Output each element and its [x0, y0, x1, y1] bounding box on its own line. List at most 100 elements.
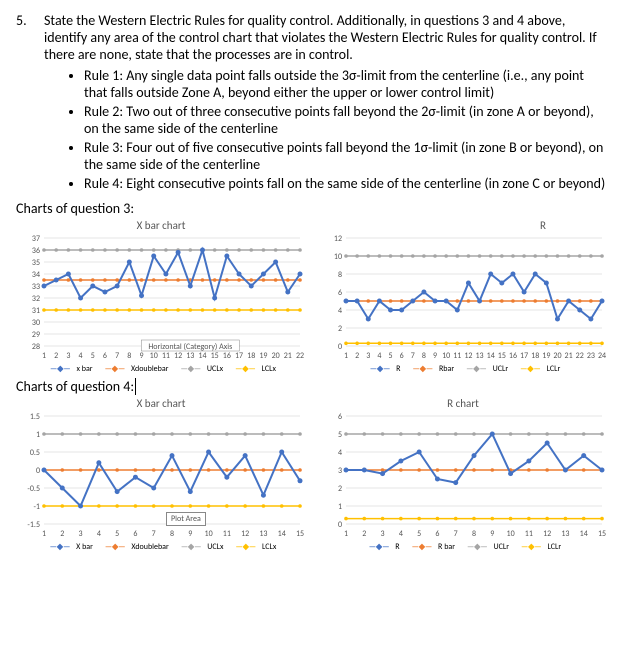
svg-text:6: 6 [338, 288, 342, 298]
svg-text:6: 6 [133, 529, 137, 539]
rules-list: Rule 1: Any single data point falls outs… [84, 67, 608, 192]
chart-title: R chart [318, 397, 608, 410]
rule-item: Rule 2: Two out of three consecutive poi… [84, 103, 608, 137]
svg-text:9: 9 [139, 351, 143, 361]
chart-legend: —◆— X bar—◆— Xdoublebar—◆— UCLx—◆— LCLx [16, 542, 306, 552]
svg-text:31: 31 [32, 306, 40, 316]
svg-text:10: 10 [507, 529, 515, 539]
q4-charts-row: X bar chart -1.5-1-0.500.511.51234567891… [16, 397, 608, 552]
question-block: 5. State the Western Electric Rules for … [16, 12, 608, 196]
svg-text:36: 36 [32, 246, 40, 256]
chart-title: X bar chart [16, 219, 306, 232]
svg-text:5: 5 [388, 351, 392, 361]
svg-text:1.5: 1.5 [30, 412, 40, 422]
svg-text:19: 19 [542, 351, 550, 361]
svg-text:9: 9 [188, 529, 192, 539]
svg-text:2: 2 [362, 529, 366, 539]
svg-text:24: 24 [598, 351, 606, 361]
svg-text:21: 21 [565, 351, 573, 361]
svg-text:30: 30 [32, 318, 40, 328]
svg-text:21: 21 [284, 351, 292, 361]
svg-text:10: 10 [205, 529, 213, 539]
svg-text:20: 20 [553, 351, 561, 361]
q4-xbar-chart: X bar chart -1.5-1-0.500.511.51234567891… [16, 397, 306, 552]
svg-text:2: 2 [60, 529, 64, 539]
chart-svg: -1.5-1-0.500.511.5123456789101112131415 [16, 412, 306, 542]
svg-text:15: 15 [296, 529, 304, 539]
svg-text:-0.5: -0.5 [27, 484, 40, 494]
svg-text:14: 14 [278, 529, 286, 539]
svg-text:6: 6 [338, 412, 342, 422]
svg-text:7: 7 [115, 351, 119, 361]
svg-text:9: 9 [490, 529, 494, 539]
svg-text:8: 8 [170, 529, 174, 539]
svg-text:13: 13 [476, 351, 484, 361]
chart-title: R [318, 219, 608, 232]
svg-text:0: 0 [36, 466, 40, 476]
svg-text:4: 4 [377, 351, 381, 361]
svg-text:33: 33 [32, 282, 40, 292]
svg-text:0: 0 [338, 342, 342, 352]
svg-text:15: 15 [498, 351, 506, 361]
svg-text:0.5: 0.5 [30, 448, 40, 458]
svg-text:3: 3 [338, 466, 342, 476]
chart-svg: 0123456123456789101112131415 [318, 412, 608, 542]
svg-text:8: 8 [127, 351, 131, 361]
svg-text:1: 1 [42, 351, 46, 361]
svg-text:3: 3 [66, 351, 70, 361]
chart-legend: —◆— R—◆— Rbar—◆— UCLr—◆— LCLr [318, 364, 608, 374]
q3-xbar-chart: X bar chart 2829303132333435363712345678… [16, 219, 306, 374]
svg-text:2: 2 [355, 351, 359, 361]
svg-text:35: 35 [32, 258, 40, 268]
svg-text:1: 1 [42, 529, 46, 539]
svg-text:1: 1 [344, 351, 348, 361]
svg-text:-1.5: -1.5 [27, 520, 40, 530]
q3-charts-row: X bar chart 2829303132333435363712345678… [16, 219, 608, 374]
svg-text:12: 12 [174, 351, 182, 361]
svg-text:3: 3 [381, 529, 385, 539]
chart-svg: 0246810121234567891011121314151617181920… [318, 234, 608, 364]
svg-text:13: 13 [186, 351, 194, 361]
section-label-q4: Charts of question 4: [16, 378, 608, 395]
chart-title: X bar chart [16, 397, 306, 410]
svg-text:2: 2 [54, 351, 58, 361]
svg-text:-1: -1 [33, 502, 40, 512]
rule-item: Rule 1: Any single data point falls outs… [84, 67, 608, 101]
svg-text:3: 3 [366, 351, 370, 361]
svg-text:2: 2 [338, 324, 342, 334]
svg-text:12: 12 [241, 529, 249, 539]
svg-text:18: 18 [247, 351, 255, 361]
svg-text:19: 19 [259, 351, 267, 361]
svg-text:12: 12 [543, 529, 551, 539]
svg-text:32: 32 [32, 294, 40, 304]
svg-text:6: 6 [103, 351, 107, 361]
svg-text:5: 5 [115, 529, 119, 539]
svg-text:12: 12 [464, 351, 472, 361]
svg-text:9: 9 [433, 351, 437, 361]
svg-text:28: 28 [32, 342, 40, 352]
svg-text:8: 8 [422, 351, 426, 361]
svg-text:4: 4 [338, 448, 342, 458]
svg-text:11: 11 [453, 351, 461, 361]
svg-text:17: 17 [520, 351, 528, 361]
svg-text:1: 1 [36, 430, 40, 440]
svg-text:8: 8 [338, 270, 342, 280]
svg-text:29: 29 [32, 330, 40, 340]
svg-text:11: 11 [162, 351, 170, 361]
rule-item: Rule 4: Eight consecutive points fall on… [84, 175, 608, 192]
svg-text:22: 22 [296, 351, 304, 361]
section-label-text: Charts of question 4: [16, 378, 136, 395]
svg-text:5: 5 [338, 430, 342, 440]
svg-text:14: 14 [580, 529, 588, 539]
svg-text:5: 5 [417, 529, 421, 539]
svg-text:4: 4 [399, 529, 403, 539]
chart-svg: 2829303132333435363712345678910111213141… [16, 234, 306, 364]
svg-text:11: 11 [223, 529, 231, 539]
chart-legend: —◆— x bar—◆— Xdoublebar—◆— UCLx—◆— LCLx [16, 364, 306, 374]
svg-text:17: 17 [235, 351, 243, 361]
plot-area-tooltip: Plot Area [166, 512, 206, 526]
chart-legend: —◆— R—◆— R bar—◆— UCLr—◆— LCLr [318, 542, 608, 552]
svg-text:8: 8 [472, 529, 476, 539]
svg-text:10: 10 [442, 351, 450, 361]
svg-text:20: 20 [272, 351, 280, 361]
